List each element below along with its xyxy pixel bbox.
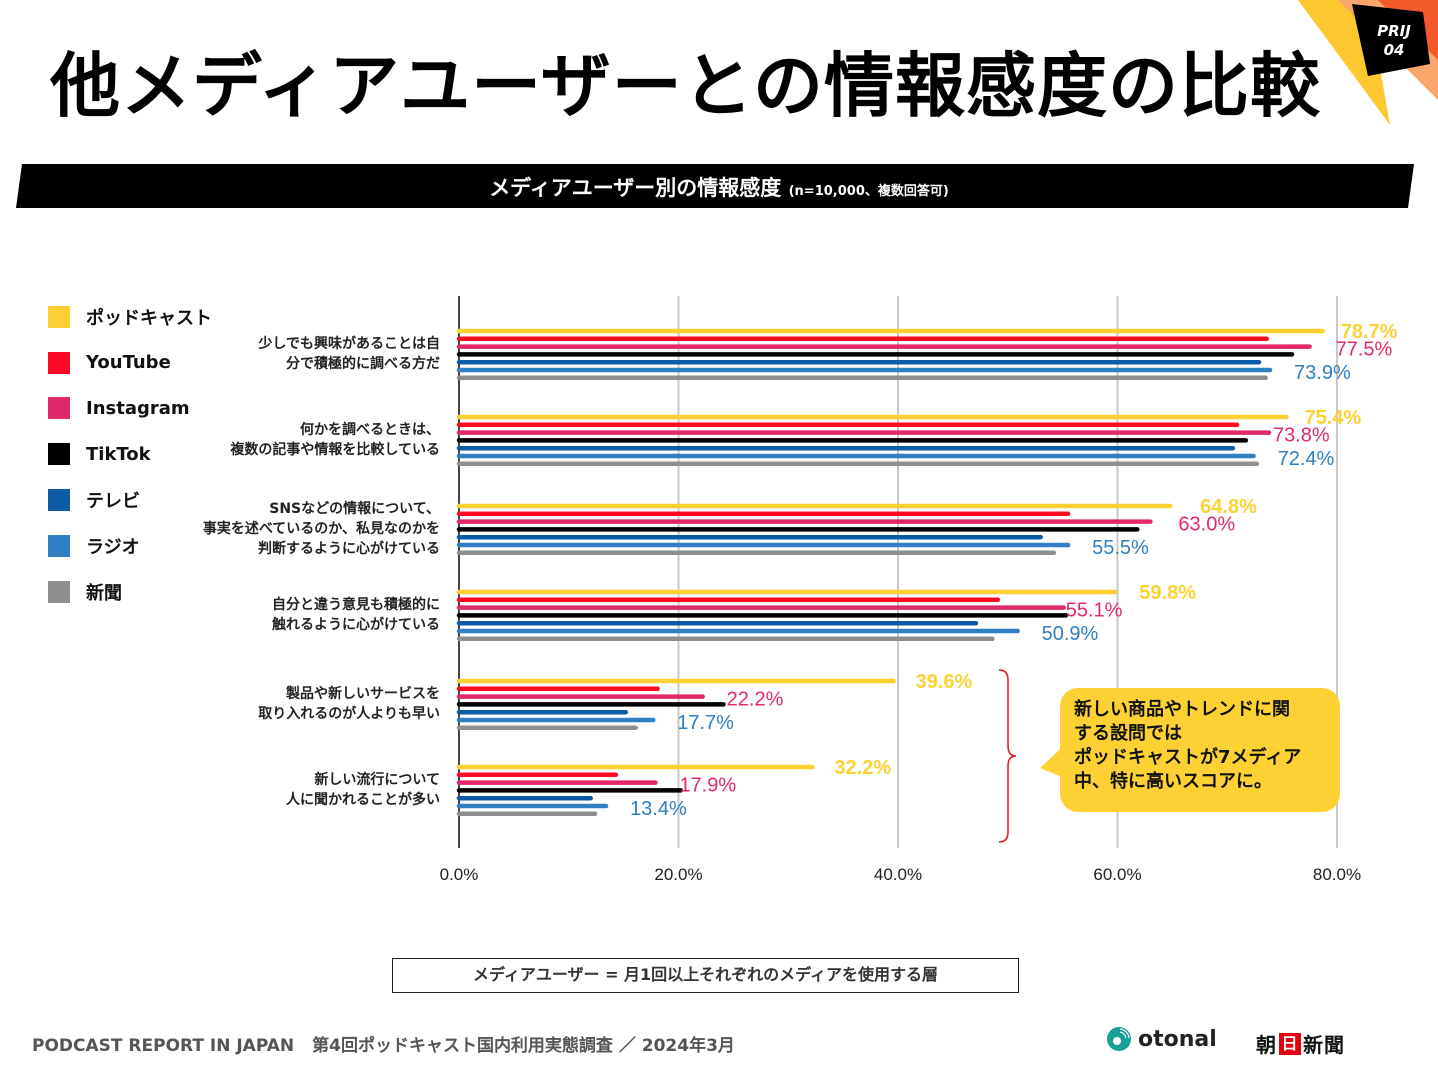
data-label: 73.9% xyxy=(1294,362,1351,384)
footer-source: PODCAST REPORT IN JAPAN 第4回ポッドキャスト国内利用実態調… xyxy=(32,1031,735,1056)
legend-item-youtube: YouTube xyxy=(48,340,212,386)
data-label: 72.4% xyxy=(1278,448,1335,470)
category-label-line: 判断するように心がけている xyxy=(258,541,440,558)
footer-survey-name: 第4回ポッドキャスト国内利用実態調査 ／ 2024年3月 xyxy=(312,1036,735,1056)
badge-background xyxy=(1352,4,1430,76)
data-label: 59.8% xyxy=(1139,582,1196,604)
data-label: 73.8% xyxy=(1273,425,1330,447)
footer-report-name: PODCAST REPORT IN JAPAN xyxy=(32,1036,295,1056)
data-label: 64.8% xyxy=(1200,496,1257,518)
data-label: 55.5% xyxy=(1092,537,1149,559)
category-label-line: 触れるように心がけている xyxy=(272,617,440,634)
category-label-line: 取り入れるのが人よりも早い xyxy=(258,706,440,723)
category-label-line: 新しい流行について xyxy=(314,772,440,789)
category-label-line: 複数の記事や情報を比較している xyxy=(230,442,440,459)
x-tick-label: 60.0% xyxy=(1093,865,1141,884)
callout-line: 新しい商品やトレンドに関 xyxy=(1074,699,1290,720)
definition-note: メディアユーザー = 月1回以上それぞれのメディアを使用する層 xyxy=(392,958,1019,993)
data-label: 50.9% xyxy=(1042,623,1099,645)
brace-icon xyxy=(998,669,1017,843)
otonal-logo: otonal xyxy=(1106,1026,1217,1052)
legend-label: 新聞 xyxy=(86,582,122,604)
legend-item-instagram: Instagram xyxy=(48,386,212,432)
legend-swatch xyxy=(48,397,70,420)
legend-swatch xyxy=(48,305,70,328)
chart-legend: ポッドキャスト YouTube Instagram TikTok テレビ ラジオ… xyxy=(48,294,212,615)
category-label: SNSなどの情報について、事実を述べているのか、私見なのかを判断するように心がけ… xyxy=(203,499,440,559)
legend-item-tiktok: TikTok xyxy=(48,431,212,477)
x-tick-label: 20.0% xyxy=(654,865,702,884)
legend-item-newspaper: 新聞 xyxy=(48,569,212,615)
legend-item-tv: テレビ xyxy=(48,477,212,523)
legend-swatch xyxy=(48,351,70,374)
legend-label: テレビ xyxy=(86,491,140,513)
subtitle-band xyxy=(16,164,1414,208)
otonal-logo-icon xyxy=(1107,1027,1131,1051)
category-label: 新しい流行について人に聞かれることが多い xyxy=(286,770,440,810)
legend-label: Instagram xyxy=(86,397,190,419)
subtitle-main: メディアユーザー別の情報感度 xyxy=(489,176,782,200)
category-label-line: 少しでも興味があることは自 xyxy=(258,336,440,353)
badge-line2: 04 xyxy=(1384,41,1405,59)
page-title: 他メディアユーザーとの情報感度の比較 xyxy=(50,45,1321,127)
data-label: 22.2% xyxy=(727,689,784,711)
x-tick-label: 40.0% xyxy=(874,865,922,884)
legend-label: ラジオ xyxy=(86,536,140,558)
legend-label: YouTube xyxy=(86,352,171,374)
data-label: 32.2% xyxy=(834,757,891,779)
legend-label: ポッドキャスト xyxy=(86,307,212,329)
category-label-line: 自分と違う意見も積極的に xyxy=(272,597,440,614)
data-label: 55.1% xyxy=(1066,600,1123,622)
asahi-logo: 朝日新聞 xyxy=(1256,1029,1345,1058)
otonal-logo-text: otonal xyxy=(1138,1026,1217,1052)
asahi-logo-part: 朝 xyxy=(1256,1033,1277,1057)
category-label-line: 何かを調べるときは、 xyxy=(300,422,440,439)
data-label: 63.0% xyxy=(1178,514,1235,536)
chart-subtitle: メディアユーザー別の情報感度 (n=10,000、複数回答可) xyxy=(0,172,1438,202)
legend-swatch xyxy=(48,534,70,557)
corner-decoration: PRIJ 04 xyxy=(1298,0,1438,125)
data-label: 75.4% xyxy=(1305,407,1362,429)
legend-swatch xyxy=(48,580,70,603)
callout-bubble: 新しい商品やトレンドに関 する設問では ポッドキャストが7メディア 中、特に高い… xyxy=(1060,688,1340,812)
data-label: 39.6% xyxy=(916,671,973,693)
badge-line1: PRIJ xyxy=(1377,22,1411,40)
category-label: 少しでも興味があることは自分で積極的に調べる方だ xyxy=(258,334,440,374)
category-label-line: SNSなどの情報について、 xyxy=(269,501,440,518)
callout-line: 中、特に高いスコアに。 xyxy=(1074,771,1272,792)
x-tick-label: 0.0% xyxy=(440,865,479,884)
data-label: 17.7% xyxy=(677,712,734,734)
asahi-logo-box: 日 xyxy=(1279,1032,1301,1055)
data-label: 78.7% xyxy=(1341,321,1398,343)
legend-swatch xyxy=(48,489,70,512)
x-tick-label: 80.0% xyxy=(1313,865,1361,884)
legend-label: TikTok xyxy=(86,443,151,465)
category-label: 製品や新しいサービスを取り入れるのが人よりも早い xyxy=(258,684,440,724)
legend-item-radio: ラジオ xyxy=(48,523,212,569)
category-label: 何かを調べるときは、複数の記事や情報を比較している xyxy=(230,420,440,460)
category-label-line: 事実を述べているのか、私見なのかを xyxy=(202,521,440,538)
category-label-line: 分で積極的に調べる方だ xyxy=(286,356,440,373)
legend-swatch xyxy=(48,443,70,466)
category-label: 自分と違う意見も積極的に 触れるように心がけている xyxy=(272,595,440,635)
asahi-logo-part: 新聞 xyxy=(1303,1033,1345,1057)
data-label: 13.4% xyxy=(630,798,687,820)
callout-line: ポッドキャストが7メディア xyxy=(1074,747,1302,768)
data-label: 77.5% xyxy=(1336,339,1393,361)
legend-item-podcast: ポッドキャスト xyxy=(48,294,212,340)
subtitle-note: (n=10,000、複数回答可) xyxy=(788,184,949,199)
category-label-line: 人に聞かれることが多い xyxy=(286,792,440,809)
category-label-line: 製品や新しいサービスを xyxy=(286,686,440,703)
data-label: 17.9% xyxy=(679,775,736,797)
callout-line: する設問では xyxy=(1074,723,1182,744)
